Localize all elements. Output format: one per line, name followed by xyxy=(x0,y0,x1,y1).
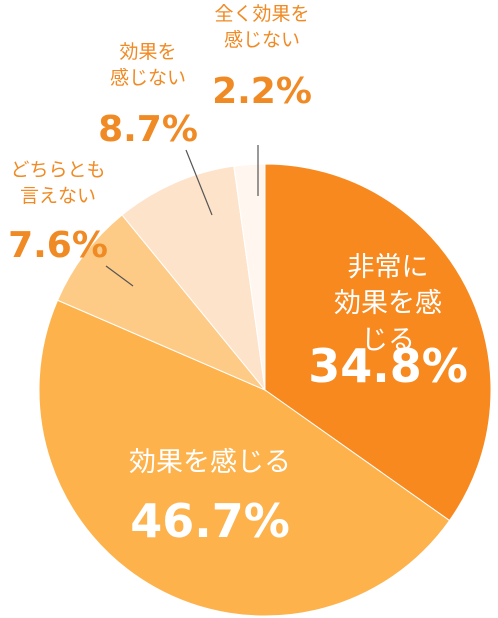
category-label: どちらとも 言えない xyxy=(10,159,106,207)
pie-slice xyxy=(264,163,492,522)
category-label: 全く効果を 感じない xyxy=(214,3,310,51)
value-label: 8.7% xyxy=(98,109,198,150)
category-label: 効果を感じる xyxy=(129,447,291,478)
pie-slice xyxy=(38,299,451,617)
pie-slice xyxy=(121,165,266,392)
category-label: 効果を 感じない xyxy=(109,41,187,89)
value-label: 7.6% xyxy=(8,225,108,266)
value-label: 34.8% xyxy=(308,339,468,393)
leader-line xyxy=(105,265,134,287)
pie-slice xyxy=(56,214,266,391)
pie-slice xyxy=(233,163,266,391)
category-label: 非常に 効果を感じる xyxy=(334,252,442,356)
leader-line xyxy=(185,149,213,216)
value-label: 46.7% xyxy=(130,494,290,548)
value-label: 2.2% xyxy=(212,71,312,112)
